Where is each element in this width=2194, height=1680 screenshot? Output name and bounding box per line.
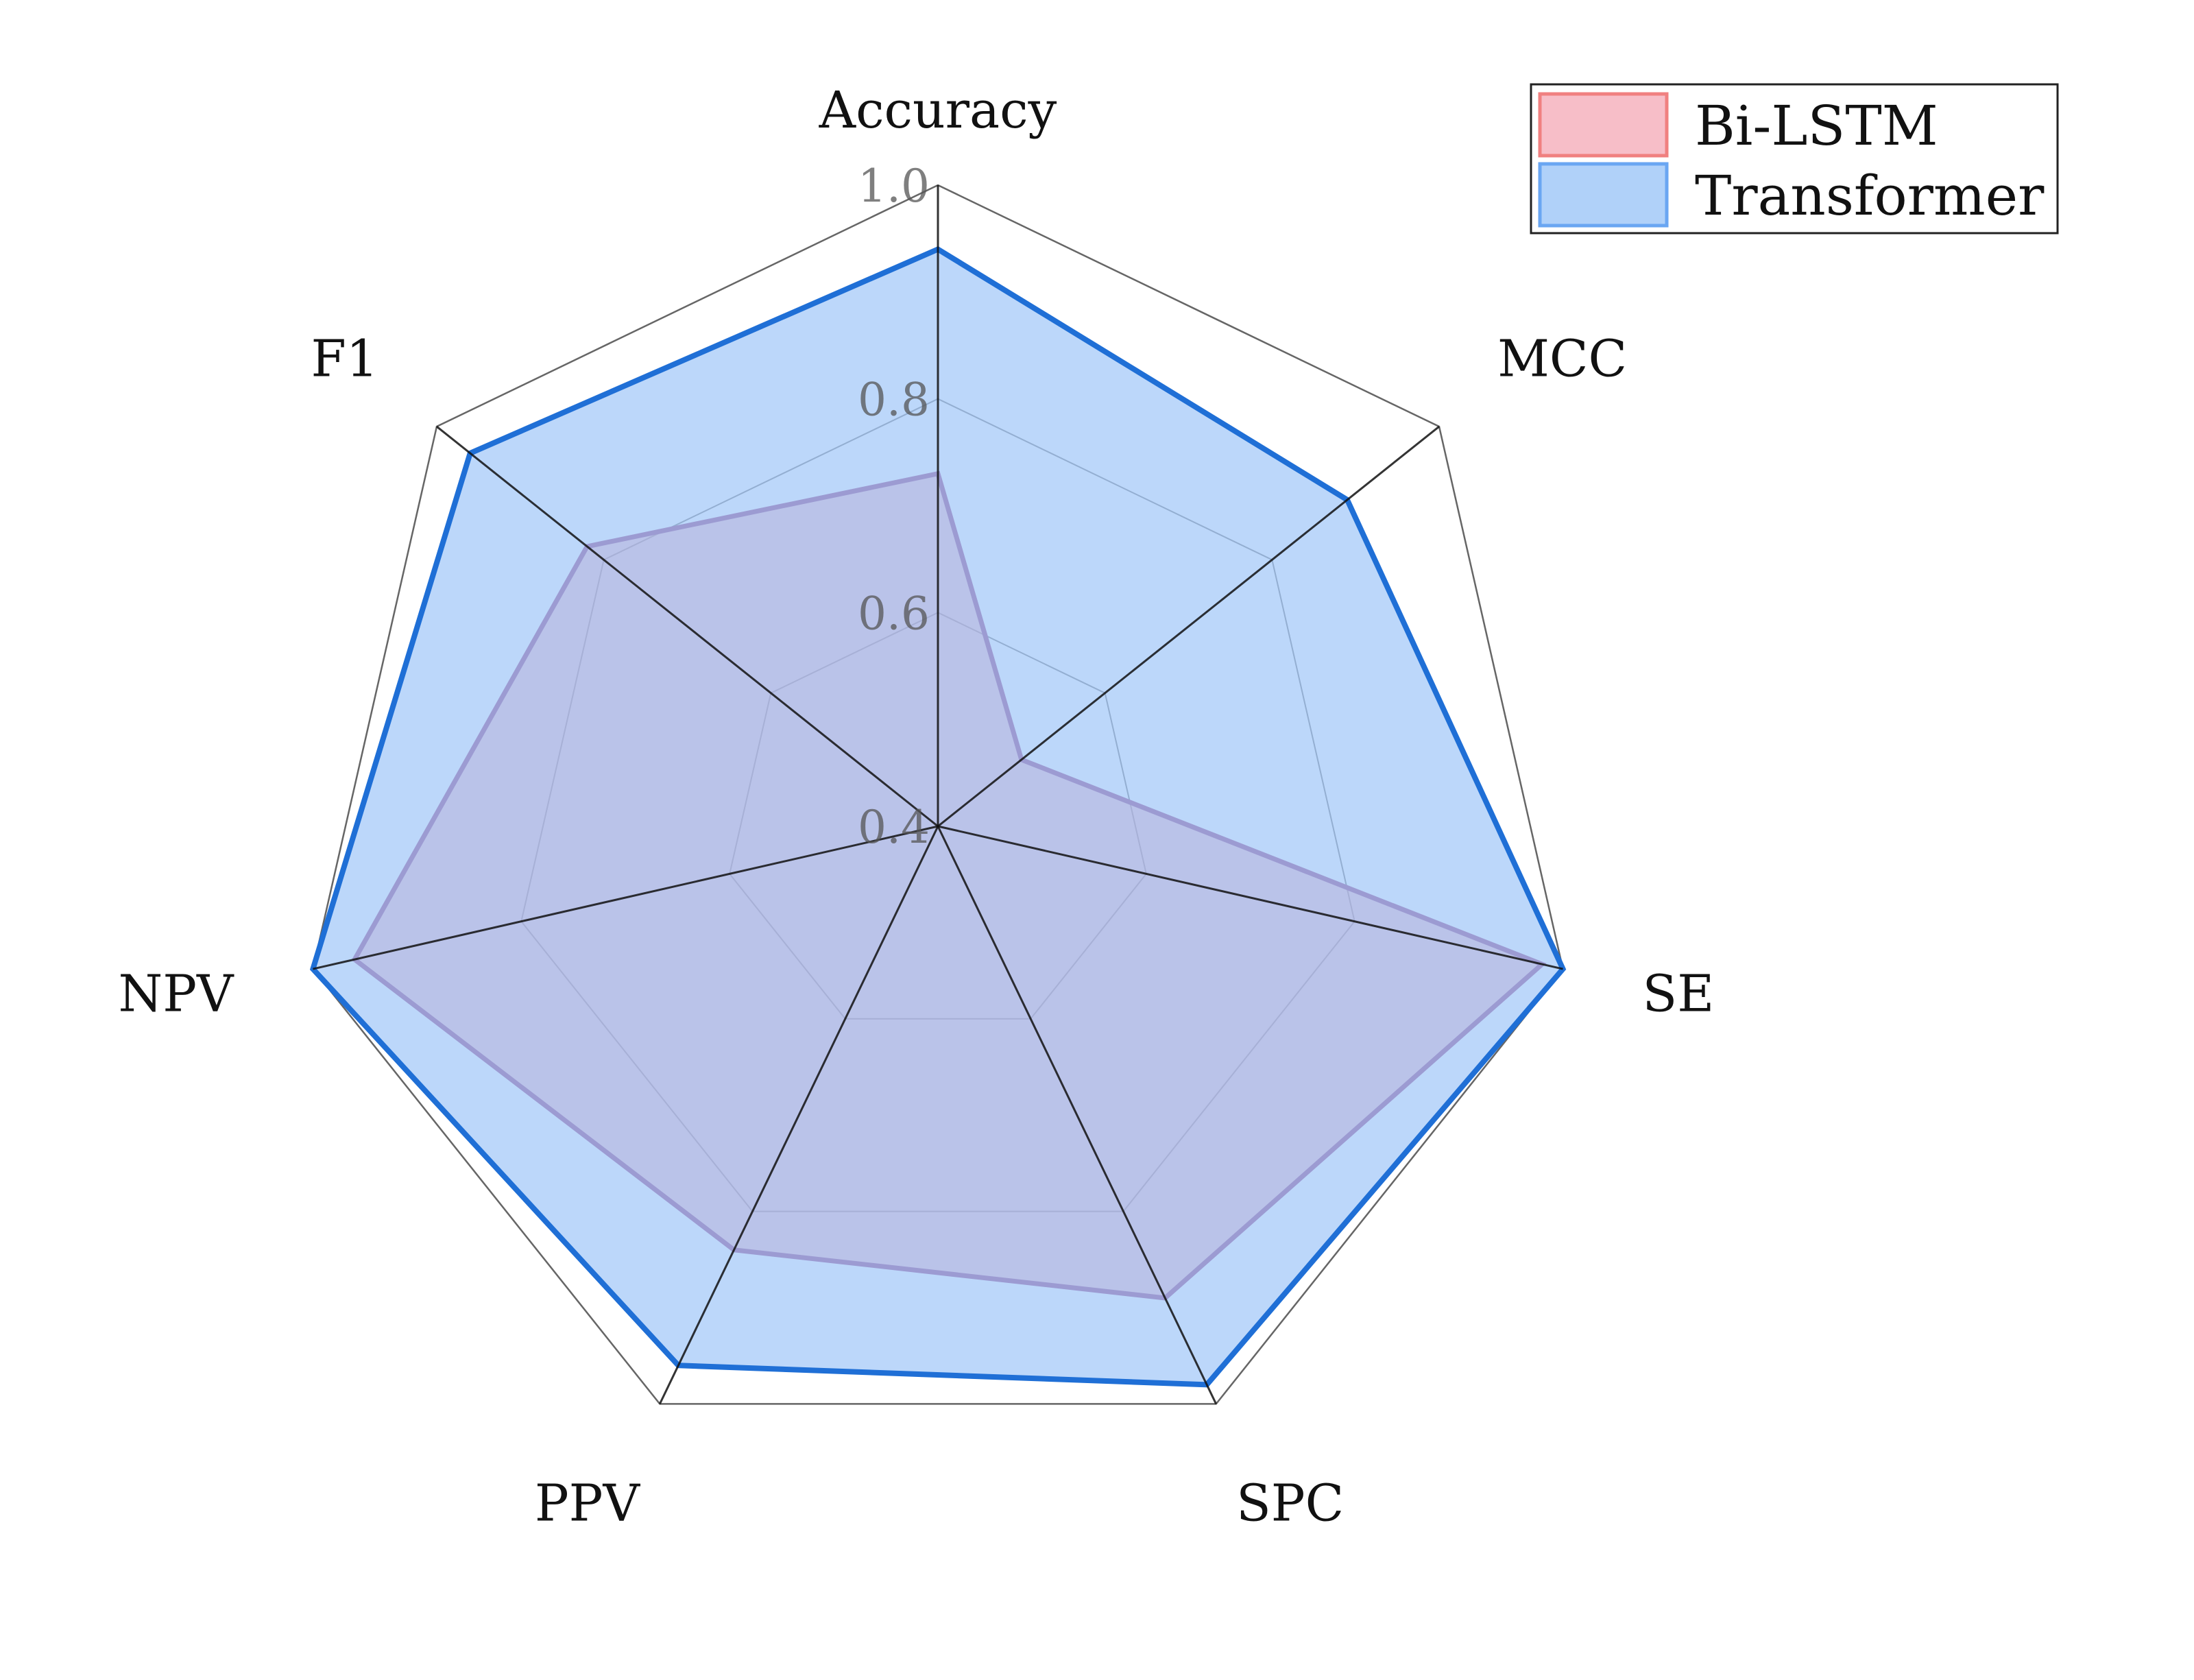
tick-label-0-8: 0.8 (858, 374, 930, 427)
tick-label-1: 1.0 (858, 160, 930, 213)
legend: Bi-LSTM Transformer (1530, 83, 2059, 235)
tick-label-0-4: 0.4 (858, 801, 930, 854)
axis-spoke-ppv (658, 826, 939, 1405)
legend-swatch-transformer (1538, 162, 1669, 228)
axis-spoke-mcc (937, 425, 1440, 828)
grid-ring-1 (312, 184, 1564, 1405)
axis-labels: Accuracy MCC SE SPC PPV NPV F1 (118, 81, 1714, 1533)
legend-label-transformer: Transformer (1695, 164, 2045, 228)
axis-label-mcc: MCC (1497, 329, 1627, 388)
axis-label-spc: SPC (1236, 1474, 1344, 1533)
legend-swatch-bi-lstm (1538, 92, 1669, 158)
radar-axes (313, 185, 1563, 1405)
tick-label-0-6: 0.6 (858, 587, 930, 640)
axis-label-accuracy: Accuracy (819, 81, 1057, 140)
axis-label-se: SE (1643, 965, 1715, 1024)
legend-label-bi-lstm: Bi-LSTM (1695, 94, 1938, 158)
axis-spoke-se (937, 825, 1563, 970)
axis-label-npv: NPV (118, 965, 234, 1024)
axis-label-f1: F1 (311, 329, 378, 388)
axis-spoke-spc (937, 826, 1218, 1405)
axis-spoke-f1 (436, 425, 939, 828)
axis-spoke-npv (313, 825, 939, 970)
radial-tick-labels: 0.4 0.6 0.8 1.0 (858, 160, 930, 854)
axis-label-ppv: PPV (535, 1474, 641, 1533)
